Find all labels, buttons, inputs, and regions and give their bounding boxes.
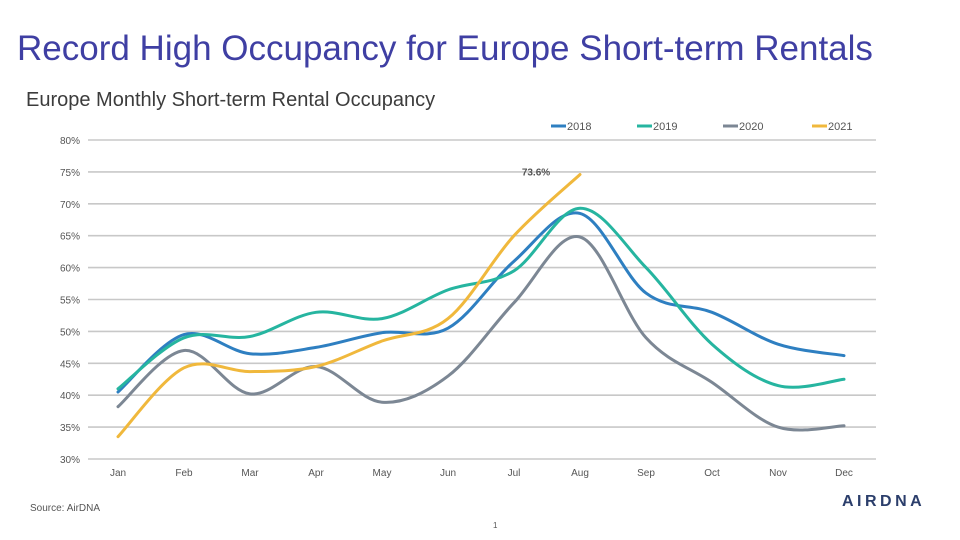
y-tick-label: 65% <box>60 232 80 243</box>
chart-legend: 2018 2019 2020 2021 <box>551 121 852 133</box>
y-tick-label: 30% <box>60 455 80 466</box>
y-tick-label: 75% <box>60 168 80 179</box>
x-tick-label: Mar <box>241 468 259 479</box>
series-line-2019 <box>116 206 846 391</box>
source-note: Source: AirDNA <box>30 503 101 514</box>
y-tick-label: 40% <box>60 391 80 402</box>
x-tick-label: Jan <box>110 468 126 479</box>
chart-gridlines <box>88 139 876 460</box>
y-tick-label: 45% <box>60 359 80 370</box>
y-tick-label: 35% <box>60 423 80 434</box>
legend-label-2018: 2018 <box>567 121 591 133</box>
x-tick-label: Aug <box>571 468 589 479</box>
x-tick-label: Oct <box>704 468 720 479</box>
x-tick-label: Nov <box>769 468 787 479</box>
y-axis-tick-labels: 30% 35% 40% 45% 50% 55% 60% 65% 70% 75% 80% <box>60 136 80 466</box>
data-label: 73.6% <box>522 167 550 178</box>
chart-title: Europe Monthly Short-term Rental Occupan… <box>26 89 436 111</box>
x-tick-label: Apr <box>308 468 324 479</box>
y-tick-label: 60% <box>60 264 80 275</box>
y-tick-label: 70% <box>60 200 80 211</box>
chart-annotations: 73.6% <box>522 167 550 178</box>
slide-title: Record High Occupancy for Europe Short-t… <box>17 29 873 68</box>
y-tick-label: 50% <box>60 327 80 338</box>
legend-label-2019: 2019 <box>653 121 677 133</box>
legend-label-2021: 2021 <box>828 121 852 133</box>
series-line-2018 <box>116 211 846 394</box>
x-tick-label: Jun <box>440 468 456 479</box>
series-line-2021 <box>116 173 582 439</box>
legend-label-2020: 2020 <box>739 121 763 133</box>
series-line-2020 <box>116 235 846 432</box>
y-tick-label: 80% <box>60 136 80 147</box>
y-tick-label: 55% <box>60 296 80 307</box>
x-tick-label: Sep <box>637 468 655 479</box>
x-tick-label: Feb <box>175 468 193 479</box>
x-tick-label: Dec <box>835 468 853 479</box>
x-axis-tick-labels: Jan Feb Mar Apr May Jun Jul Aug Sep Oct Nov Dec <box>110 468 853 479</box>
chart-series <box>116 173 846 439</box>
x-tick-label: May <box>373 468 392 479</box>
x-tick-label: Jul <box>508 468 521 479</box>
page-number: 1 <box>493 521 498 530</box>
airdna-logo: AIRDNA <box>842 493 926 510</box>
